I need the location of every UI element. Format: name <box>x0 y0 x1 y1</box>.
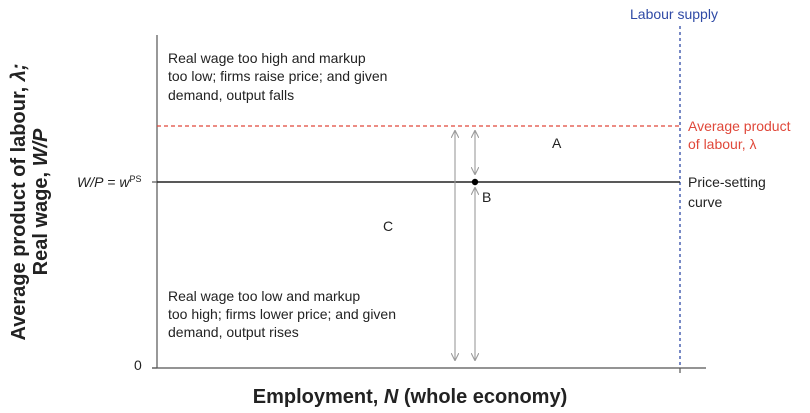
top-annotation-line1: Real wage too high and markup <box>168 50 366 66</box>
x-axis-title: Employment, N (whole economy) <box>253 386 568 408</box>
point-b <box>471 178 479 186</box>
top-annotation-line3: demand, output falls <box>168 87 294 103</box>
region-b-label: B <box>482 189 491 205</box>
average-product-label-line1: Average product <box>688 118 791 134</box>
price-setting-label-line1: Price-setting <box>688 174 766 190</box>
average-product-label-line2: of labour, λ <box>688 136 757 152</box>
region-c-label: C <box>383 218 393 234</box>
bottom-annotation-line1: Real wage too low and markup <box>168 288 360 304</box>
bottom-annotation-line3: demand, output rises <box>168 324 299 340</box>
region-a-label: A <box>552 135 562 151</box>
labour-supply-label: Labour supply <box>630 6 718 22</box>
y-axis-title-line2: Real wage, W/P <box>30 128 52 275</box>
origin-zero-label: 0 <box>134 357 142 373</box>
wage-equation-label: W/P = wPS <box>77 174 142 190</box>
top-annotation-line2: too low; firms raise price; and given <box>168 68 387 84</box>
y-axis-title-line1: Average product of labour, λ; <box>8 63 30 340</box>
price-setting-label-line2: curve <box>688 194 722 210</box>
bottom-annotation-line2: too high; firms lower price; and given <box>168 306 396 322</box>
